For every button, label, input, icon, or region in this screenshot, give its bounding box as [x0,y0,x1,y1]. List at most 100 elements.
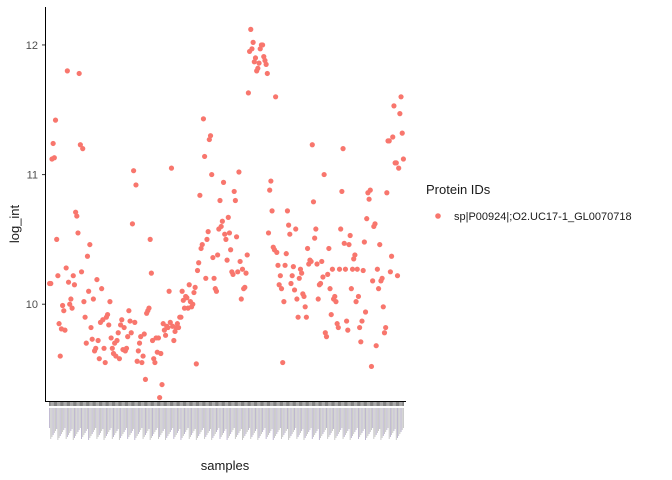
data-point [379,275,385,281]
data-point [388,253,395,259]
data-point [128,330,134,336]
x-tick-label [234,408,236,439]
x-tick-label [296,408,298,439]
x-tick-label [168,408,170,434]
data-point [202,153,208,160]
x-tick-label [252,408,254,435]
x-tick-label [91,408,93,434]
data-point [135,348,141,354]
data-point [67,301,73,307]
x-tick-label [366,408,368,438]
data-point [65,279,72,285]
data-point [296,275,302,281]
x-tick-label [295,408,297,428]
x-tick-label [376,408,378,433]
data-point [62,327,68,333]
data-point [284,208,291,214]
data-point [242,284,248,290]
data-point [358,339,364,345]
x-tick-label [324,408,326,430]
data-point [213,288,220,294]
x-tick-label [92,408,94,432]
x-tick-label [382,408,384,436]
data-point [319,258,325,265]
x-tick-label [226,408,228,440]
data-point [256,60,262,66]
data-point [74,213,80,219]
x-tick-label [341,408,343,428]
x-tick-label [55,408,56,431]
x-tick-label [360,408,362,435]
data-point [167,319,173,325]
x-tick-label [314,408,316,435]
x-tick-label [346,408,348,433]
data-point [61,308,67,314]
x-tick-label [336,408,338,436]
x-tick-label [302,408,304,429]
x-tick-label [301,408,303,431]
x-tick-label [264,408,266,428]
x-tick-label [206,408,208,435]
x-tick-label [284,408,286,433]
x-tick-label [389,408,391,437]
data-point [99,286,105,292]
data-point [230,271,236,277]
x-tick-label [122,408,124,434]
x-tick-label [114,408,116,435]
data-point [56,321,62,327]
x-tick-label [260,408,262,434]
data-point [81,299,87,305]
x-tick-label [70,408,72,431]
data-point [355,293,362,300]
x-tick-label [365,408,366,440]
data-point [315,296,321,302]
data-point [175,324,182,331]
data-point [273,94,279,100]
data-point [288,280,294,287]
data-point [328,311,334,318]
data-point [238,296,244,302]
x-tick-label [238,408,240,433]
x-tick-label [355,408,357,430]
x-tick-label [175,408,177,435]
x-tick-label [109,408,111,430]
data-point [303,314,309,320]
x-tick-label [394,408,396,429]
x-tick-label [105,408,107,436]
data-point [86,288,92,294]
x-tick-label [245,408,247,434]
x-tick-label [144,408,146,435]
x-tick-label [187,408,189,428]
x-tick-label [253,408,255,433]
x-tick-label [150,408,152,438]
data-point [299,270,305,276]
data-point [387,269,393,275]
data-point [228,247,234,253]
data-point [372,221,378,227]
x-tick-label [290,408,292,436]
x-tick-label [116,408,118,431]
x-tick-label [50,408,52,439]
data-point [166,288,172,294]
data-point [102,359,108,366]
x-tick-label [246,408,248,432]
x-tick-label [66,408,68,437]
data-point [123,345,130,351]
data-point [147,236,153,242]
x-tick-label [300,408,301,433]
data-point [333,299,339,305]
y-axis-title: log_int [7,204,22,243]
x-tick-label [121,408,123,436]
data-point [192,284,198,290]
x-tick-label [240,408,242,429]
x-tick-label [278,408,280,430]
x-tick-label [317,408,319,429]
x-tick-label [128,408,130,437]
x-tick-label [64,408,66,428]
x-tick-label [329,408,331,435]
data-point [289,273,295,279]
data-point [291,287,298,293]
data-point [290,264,296,270]
x-tick-label [53,408,55,433]
data-point [139,359,145,366]
